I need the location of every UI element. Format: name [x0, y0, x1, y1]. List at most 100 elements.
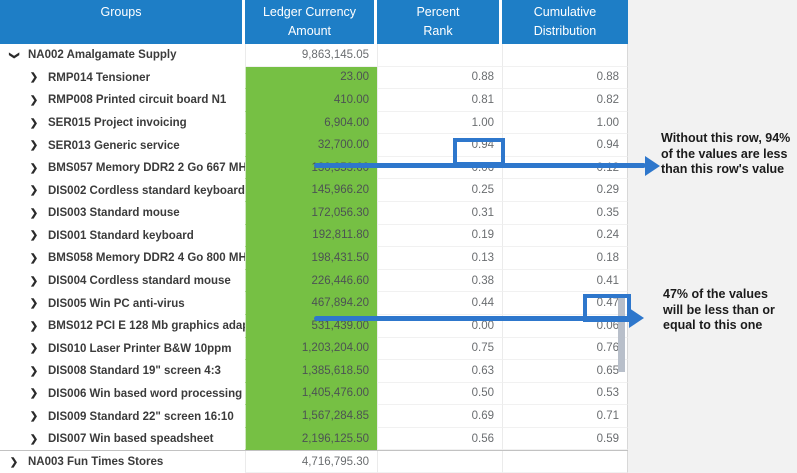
table-row[interactable]: ❯ DIS009 Standard 22" screen 16:10 1,567,…	[0, 405, 628, 428]
table-row[interactable]: ❯ DIS003 Standard mouse 172,056.30 0.31 0…	[0, 202, 628, 225]
table-row[interactable]: ❯ DIS004 Cordless standard mouse 226,446.…	[0, 269, 628, 293]
annotation-arrowhead-icon-2	[629, 308, 644, 328]
annotation-arrowhead-icon-1	[645, 156, 660, 176]
table-row[interactable]: ❯ BMS058 Memory DDR2 4 Go 800 MHz 198,431…	[0, 247, 628, 270]
amount-cell: 192,811.80	[245, 224, 377, 248]
percent-rank-cell: 0.63	[377, 360, 502, 383]
table-row[interactable]: ❯ DIS001 Standard keyboard 192,811.80 0.1…	[0, 224, 628, 248]
chevron-right-icon[interactable]: ❯	[29, 230, 39, 242]
group-label: NA002 Amalgamate Supply	[28, 49, 177, 62]
chevron-right-icon[interactable]: ❯	[29, 162, 39, 174]
amount-cell: 467,894.20	[245, 292, 377, 315]
table-row[interactable]: ❯ BMS057 Memory DDR2 2 Go 667 MHz 130,353…	[0, 156, 628, 180]
cumulative-cell	[502, 44, 628, 67]
percent-rank-cell: 0.81	[377, 89, 502, 112]
amount-cell: 130,353.60	[245, 156, 377, 180]
group-label: SER013 Generic service	[48, 139, 180, 152]
percent-rank-cell: 0.31	[377, 202, 502, 225]
chevron-right-icon[interactable]: ❯	[29, 411, 39, 423]
chevron-right-icon[interactable]: ❯	[29, 433, 39, 445]
chevron-right-icon[interactable]: ❯	[29, 252, 39, 264]
column-header-groups[interactable]: Groups	[0, 0, 245, 44]
table-row[interactable]: ❯ DIS008 Standard 19" screen 4:3 1,385,61…	[0, 360, 628, 383]
cumulative-cell: 0.82	[502, 89, 628, 112]
group-label: DIS004 Cordless standard mouse	[48, 275, 231, 288]
highlight-box-cumulative	[583, 294, 631, 322]
table-row[interactable]: ❯ NA003 Fun Times Stores 4,716,795.30	[0, 450, 628, 473]
annotation-note-2: 47% of the values will be less than or e…	[663, 287, 775, 332]
group-label: RMP008 Printed circuit board N1	[48, 94, 227, 107]
cumulative-cell: 0.18	[502, 247, 628, 270]
table-row[interactable]: ❯ NA002 Amalgamate Supply 9,863,145.05	[0, 44, 628, 67]
amount-cell: 145,966.20	[245, 179, 377, 203]
table-row[interactable]: ❯ RMP008 Printed circuit board N1 410.00 …	[0, 89, 628, 112]
cumulative-cell: 0.94	[502, 134, 628, 157]
group-label: SER015 Project invoicing	[48, 117, 187, 130]
chevron-right-icon[interactable]: ❯	[29, 207, 39, 219]
chevron-right-icon[interactable]: ❯	[29, 140, 39, 152]
group-label: NA003 Fun Times Stores	[28, 456, 164, 469]
column-header-ledger-currency-amount[interactable]: Ledger Currency Amount	[245, 0, 377, 44]
group-label: DIS003 Standard mouse	[48, 207, 180, 220]
percent-rank-cell: 0.50	[377, 382, 502, 406]
percent-rank-cell	[377, 451, 502, 473]
table-row[interactable]: ❯ SER015 Project invoicing 6,904.00 1.00 …	[0, 111, 628, 135]
table-row[interactable]: ❯ BMS012 PCI E 128 Mb graphics adapter 53…	[0, 314, 628, 338]
group-label: DIS005 Win PC anti-virus	[48, 297, 185, 310]
cumulative-cell: 0.12	[502, 156, 628, 180]
percent-rank-cell: 0.56	[377, 427, 502, 451]
chevron-right-icon[interactable]: ❯	[29, 388, 39, 400]
group-label: DIS001 Standard keyboard	[48, 229, 194, 242]
group-label: DIS009 Standard 22" screen 16:10	[48, 410, 234, 423]
group-label: BMS012 PCI E 128 Mb graphics adapter	[48, 320, 245, 333]
percent-rank-cell-highlighted: 0.94	[377, 134, 502, 157]
cumulative-cell: 0.06	[502, 314, 628, 338]
chevron-right-icon[interactable]: ❯	[29, 343, 39, 355]
chevron-right-icon[interactable]: ❯	[29, 72, 39, 84]
cumulative-cell: 0.41	[502, 269, 628, 293]
cumulative-cell: 0.76	[502, 337, 628, 361]
highlight-box-percent-rank	[453, 138, 505, 166]
table-row[interactable]: ❯ DIS006 Win based word processing 1,405,…	[0, 382, 628, 406]
table-row[interactable]: ❯ DIS005 Win PC anti-virus 467,894.20 0.4…	[0, 292, 628, 315]
column-header-cumulative-distribution[interactable]: Cumulative Distribution	[502, 0, 628, 44]
amount-cell: 1,385,618.50	[245, 360, 377, 383]
chevron-right-icon[interactable]: ❯	[9, 456, 19, 468]
percent-rank-cell: 0.13	[377, 247, 502, 270]
percent-rank-cell: 0.75	[377, 337, 502, 361]
right-background-panel	[628, 0, 797, 473]
percent-rank-cell: 0.38	[377, 269, 502, 293]
cumulative-cell: 0.65	[502, 360, 628, 383]
chevron-right-icon[interactable]: ❯	[29, 365, 39, 377]
chevron-right-icon[interactable]: ❯	[29, 275, 39, 287]
chevron-down-icon[interactable]: ❯	[8, 51, 20, 60]
group-label: BMS057 Memory DDR2 2 Go 667 MHz	[48, 162, 245, 175]
table-row[interactable]: ❯ RMP014 Tensioner 23.00 0.88 0.88	[0, 66, 628, 90]
percent-rank-cell: 0.25	[377, 179, 502, 203]
table-row[interactable]: ❯ SER013 Generic service 32,700.00 0.94 0…	[0, 134, 628, 157]
group-label: BMS058 Memory DDR2 4 Go 800 MHz	[48, 252, 245, 265]
amount-cell: 4,716,795.30	[245, 451, 377, 473]
chevron-right-icon[interactable]: ❯	[29, 298, 39, 310]
percent-rank-cell: 0.19	[377, 224, 502, 248]
amount-cell: 410.00	[245, 89, 377, 112]
chevron-right-icon[interactable]: ❯	[29, 185, 39, 197]
annotation-note-1: Without this row, 94% of the values are …	[661, 131, 791, 176]
table-row[interactable]: ❯ DIS002 Cordless standard keyboard 145,9…	[0, 179, 628, 203]
percent-rank-cell: 0.69	[377, 405, 502, 428]
chevron-right-icon[interactable]: ❯	[29, 94, 39, 106]
vertical-scrollbar-thumb[interactable]	[618, 296, 625, 372]
chevron-right-icon[interactable]: ❯	[29, 320, 39, 332]
table-row[interactable]: ❯ DIS007 Win based speadsheet 2,196,125.5…	[0, 427, 628, 451]
amount-cell: 1,567,284.85	[245, 405, 377, 428]
table-body: ❯ NA002 Amalgamate Supply 9,863,145.05 ❯ R…	[0, 44, 628, 473]
chevron-right-icon[interactable]: ❯	[29, 117, 39, 129]
group-label: RMP014 Tensioner	[48, 71, 151, 84]
cumulative-cell: 1.00	[502, 111, 628, 135]
column-header-percent-rank[interactable]: Percent Rank	[377, 0, 502, 44]
amount-cell: 32,700.00	[245, 134, 377, 157]
cumulative-cell	[502, 451, 628, 473]
table-row[interactable]: ❯ DIS010 Laser Printer B&W 10ppm 1,203,20…	[0, 337, 628, 361]
group-label: DIS006 Win based word processing	[48, 387, 243, 400]
